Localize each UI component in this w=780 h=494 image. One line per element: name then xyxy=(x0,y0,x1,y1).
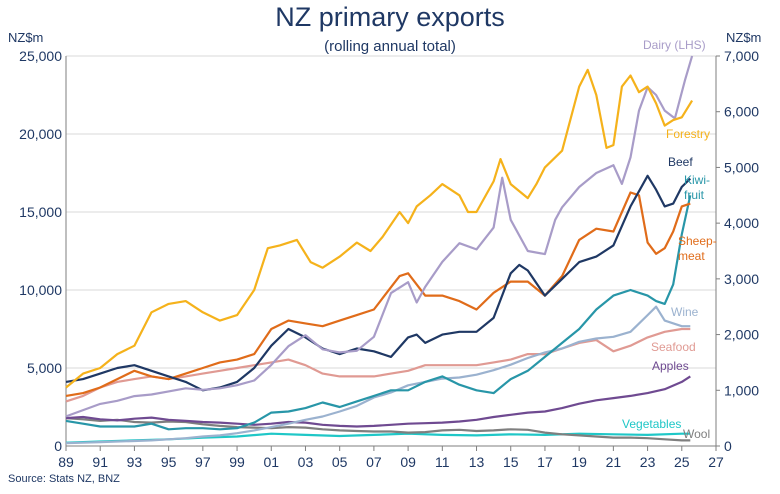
x-axis-tick-label: 03 xyxy=(298,454,314,470)
series-line-beef xyxy=(65,174,692,392)
right-axis-tick-label: 5,000 xyxy=(724,159,759,175)
chart-subtitle: (rolling annual total) xyxy=(324,38,456,55)
source-note: Source: Stats NZ, BNZ xyxy=(8,473,120,485)
series-line-seafood xyxy=(65,327,691,403)
x-axis-tick-label: 89 xyxy=(58,454,74,470)
series-label-apples: Apples xyxy=(652,359,689,373)
x-axis-tick-label: 13 xyxy=(469,454,485,470)
left-axis-tick-label: 20,000 xyxy=(19,126,62,142)
series-label-vegetables: Vegetables xyxy=(622,417,681,431)
series-label-kiwifruit: Kiwi-fruit xyxy=(684,173,710,202)
series-line-forestry xyxy=(65,68,694,389)
x-axis-tick-label: 05 xyxy=(332,454,348,470)
right-axis-tick-label: 7,000 xyxy=(724,48,759,64)
left-axis-tick-label: 15,000 xyxy=(19,204,62,220)
x-axis-tick-label: 07 xyxy=(366,454,382,470)
series-label-wine: Wine xyxy=(671,305,699,319)
x-axis-tick-label: 99 xyxy=(229,454,245,470)
x-axis-tick-label: 95 xyxy=(161,454,177,470)
x-axis-tick-label: 11 xyxy=(435,454,450,470)
series-label-seafood: Seafood xyxy=(651,340,696,354)
series-line-wine xyxy=(65,305,691,445)
x-axis-tick-label: 17 xyxy=(537,454,553,470)
right-axis-unit: NZ$m xyxy=(726,30,762,45)
x-axis-tick-label: 93 xyxy=(127,454,143,470)
right-axis-tick-label: 4,000 xyxy=(724,215,759,231)
x-axis-tick-label: 21 xyxy=(606,454,622,470)
x-axis-tick-label: 01 xyxy=(263,454,279,470)
right-axis-tick-label: 2,000 xyxy=(724,327,759,343)
right-axis-tick-label: 1,000 xyxy=(724,382,759,398)
x-axis-tick-label: 19 xyxy=(571,454,587,470)
left-axis-tick-label: 0 xyxy=(54,438,62,454)
right-axis-tick-label: 0 xyxy=(724,438,732,454)
left-axis-tick-label: 10,000 xyxy=(19,282,62,298)
x-axis-tick-label: 15 xyxy=(503,454,519,470)
x-axis-tick-label: 27 xyxy=(708,454,724,470)
series-line-sheepmeat xyxy=(65,191,691,397)
x-axis-tick-label: 25 xyxy=(674,454,690,470)
chart-title: NZ primary exports xyxy=(275,2,505,32)
series-line-wool xyxy=(65,417,691,442)
x-axis-tick-label: 91 xyxy=(92,454,108,470)
left-axis-unit: NZ$m xyxy=(8,30,44,45)
series-line-dairy-lhs xyxy=(65,55,694,418)
left-axis-tick-label: 25,000 xyxy=(19,48,62,64)
x-axis-tick-label: 97 xyxy=(195,454,211,470)
right-axis-tick-label: 3,000 xyxy=(724,271,759,287)
right-axis-tick-label: 6,000 xyxy=(724,104,759,120)
x-axis-tick-label: 09 xyxy=(400,454,416,470)
series-label-sheepmeat: Sheep-meat xyxy=(678,234,717,263)
x-axis-tick-label: 23 xyxy=(640,454,656,470)
series-label-forestry: Forestry xyxy=(666,127,710,141)
series-line-kiwifruit xyxy=(65,195,692,431)
series-label-beef: Beef xyxy=(668,155,693,169)
series-line-apples xyxy=(65,375,691,428)
left-axis-tick-label: 5,000 xyxy=(27,360,62,376)
series-line-vegetables xyxy=(65,432,691,444)
series-label-wool: Wool xyxy=(683,427,710,441)
series-label-dairy-lhs: Dairy (LHS) xyxy=(643,38,706,52)
